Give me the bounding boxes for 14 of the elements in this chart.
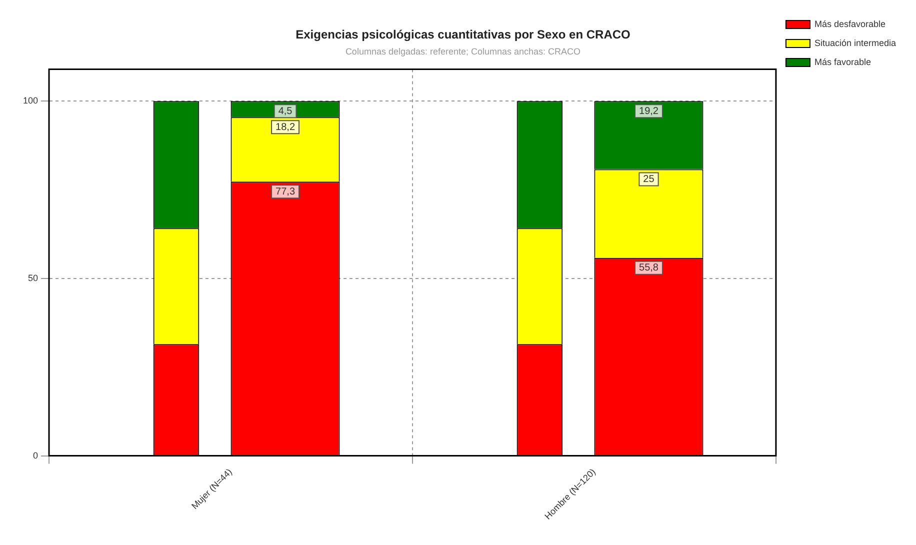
data-label: 4,5 bbox=[278, 106, 293, 117]
data-label: 25 bbox=[643, 174, 655, 185]
data-label: 19,2 bbox=[639, 106, 659, 117]
y-tick-label: 0 bbox=[33, 450, 38, 460]
y-tick-label: 50 bbox=[28, 272, 38, 283]
legend-label: Más desfavorable bbox=[814, 18, 886, 29]
chart-subtitle: Columnas delgadas: referente; Columnas anchas: CRACO bbox=[345, 46, 581, 56]
data-label: 18,2 bbox=[276, 122, 296, 133]
y-tick-label: 100 bbox=[22, 96, 38, 106]
legend-label: Más favorable bbox=[814, 56, 871, 67]
chart-title: Exigencias psicológicas cuantitativas por Sexo en CRACO bbox=[296, 28, 630, 42]
legend-label: Situación intermedia bbox=[814, 38, 896, 48]
data-label: 55,8 bbox=[639, 262, 659, 274]
data-label: 77,3 bbox=[276, 186, 296, 198]
